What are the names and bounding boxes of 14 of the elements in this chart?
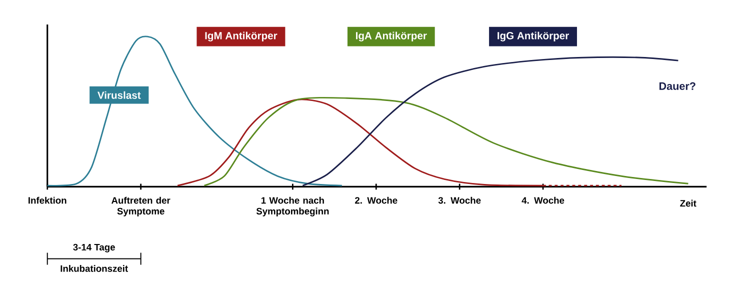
series-label: Viruslast bbox=[98, 91, 141, 99]
x-axis-title: Zeit bbox=[680, 200, 696, 207]
series-label: IgG Antikörper bbox=[498, 32, 569, 42]
text: Inkubationszeit bbox=[60, 265, 128, 272]
text: IgA Antikörper bbox=[356, 32, 427, 42]
x-tick-label: 1 Woche nach Symptombeginn bbox=[256, 196, 329, 216]
x-tick-label: Auftreten der Symptome bbox=[111, 196, 170, 216]
text: 3-14 Tage bbox=[73, 244, 115, 252]
x-tick-label: Infektion bbox=[28, 196, 66, 204]
x-tick-label: 3. Woche bbox=[438, 196, 481, 204]
x-tick-label: 2. Woche bbox=[355, 196, 398, 204]
text: IgM Antikörper bbox=[205, 32, 278, 42]
x-tick-label: 4. Woche bbox=[522, 196, 564, 204]
annotation: Dauer? bbox=[659, 82, 696, 90]
